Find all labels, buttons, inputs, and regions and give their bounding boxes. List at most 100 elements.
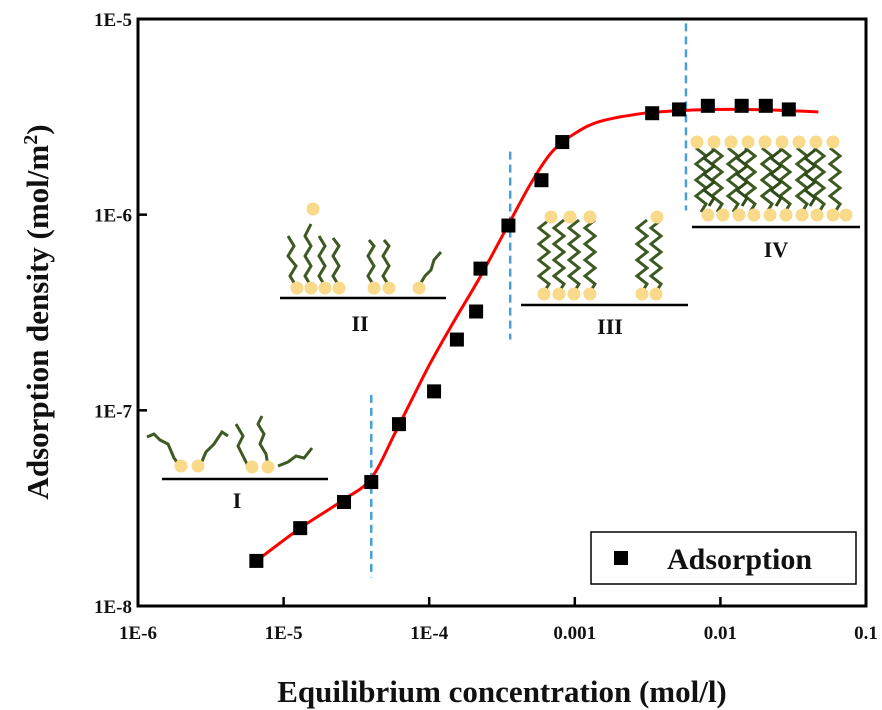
data-point	[534, 173, 549, 188]
head-group	[583, 287, 597, 301]
tail-chain	[811, 146, 827, 213]
head-group	[839, 208, 853, 222]
legend-box	[590, 531, 857, 585]
head-group	[732, 208, 746, 222]
head-group	[245, 460, 259, 474]
tail-chain	[536, 218, 552, 293]
head-group	[382, 281, 396, 295]
head-group	[795, 208, 809, 222]
data-point	[781, 102, 796, 117]
tail-chain	[234, 423, 250, 467]
legend-label-adsorption: Adsorption	[667, 543, 812, 576]
tail-chain	[417, 251, 443, 287]
data-point	[555, 135, 570, 150]
head-group	[650, 210, 664, 224]
tail-chain	[317, 235, 327, 287]
head-group	[775, 135, 789, 149]
head-group	[332, 281, 346, 295]
head-group	[747, 208, 761, 222]
x-tick-label: 1E-5	[265, 623, 303, 644]
region-iii-schematic	[521, 210, 688, 307]
tail-chain	[366, 239, 376, 287]
head-group	[174, 459, 188, 473]
region-i-schematic	[146, 415, 328, 481]
tail-chain	[634, 218, 650, 293]
tail-chain	[768, 148, 784, 207]
region-boundary-layer	[370, 23, 688, 578]
head-group	[826, 208, 840, 222]
head-group	[707, 135, 721, 149]
y-tick-label: 1E-7	[94, 401, 133, 422]
data-point	[449, 332, 464, 347]
head-group	[306, 202, 320, 216]
tail-chain	[198, 429, 229, 467]
data-point	[249, 553, 264, 568]
region-iv-schematic	[690, 135, 860, 229]
head-group	[635, 287, 649, 301]
tail-chain	[734, 148, 750, 207]
head-group	[537, 287, 551, 301]
y-tick-label: 1E-5	[94, 10, 132, 31]
head-group	[690, 135, 704, 149]
head-group	[741, 135, 755, 149]
x-tick-label: 1E-6	[119, 623, 157, 644]
region-ii-schematic	[280, 202, 446, 300]
head-group	[412, 281, 426, 295]
data-point	[469, 304, 484, 319]
data-points-layer	[249, 98, 796, 568]
y-axis-title-unit-sup: 2	[20, 135, 42, 145]
head-group	[318, 281, 332, 295]
tail-chain	[648, 218, 664, 293]
y-axis-title-space	[20, 239, 55, 247]
tail-chain	[759, 146, 775, 213]
data-point	[337, 495, 352, 510]
tail-chain	[286, 235, 298, 287]
y-axis-title-unit-close: )	[20, 124, 55, 134]
data-point	[501, 218, 516, 233]
data-point	[364, 475, 379, 490]
tail-chain	[566, 218, 582, 293]
head-group	[261, 460, 275, 474]
head-group	[792, 135, 806, 149]
y-axis-title-unit: (mol/m	[20, 145, 55, 240]
y-tick-label: 1E-8	[94, 597, 132, 618]
x-tick-label: 0.001	[553, 623, 596, 644]
tail-chain	[582, 218, 598, 293]
data-point	[645, 106, 660, 121]
head-group	[649, 287, 663, 301]
data-point	[758, 98, 773, 113]
head-group	[304, 281, 318, 295]
head-group	[563, 210, 577, 224]
data-point	[700, 98, 715, 113]
region-label-i: I	[233, 488, 242, 513]
data-point	[293, 521, 308, 536]
tick-layer: 1E-6 1E-5 1E-4 0.001 0.01 0.1 1E-8 1E-7 1E-6 1E-5	[94, 10, 878, 644]
y-axis-title-main: Adsorption density	[20, 247, 55, 500]
tail-chain	[827, 146, 843, 213]
head-group	[809, 135, 823, 149]
tail-chain	[331, 237, 341, 287]
tail-chain	[777, 146, 793, 213]
head-group	[567, 287, 581, 301]
head-group	[290, 281, 304, 295]
legend-marker-adsorption	[614, 551, 628, 565]
head-group	[191, 459, 205, 473]
surfactant-schematic-layer	[146, 135, 860, 481]
x-tick-label: 1E-4	[410, 623, 449, 644]
legend: Adsorption	[590, 531, 857, 585]
head-group	[779, 208, 793, 222]
head-group	[701, 208, 715, 222]
x-tick-label: 0.01	[704, 623, 737, 644]
data-point	[391, 417, 406, 432]
head-group	[810, 208, 824, 222]
tail-chain	[802, 148, 818, 207]
region-label-iv: IV	[764, 237, 789, 262]
data-point	[734, 98, 749, 113]
data-point	[672, 102, 687, 117]
tail-chain	[701, 148, 717, 207]
tail-chain	[277, 447, 314, 468]
tail-chain	[303, 223, 313, 287]
tail-chain	[725, 146, 741, 213]
x-tick-label: 0.1	[854, 623, 878, 644]
